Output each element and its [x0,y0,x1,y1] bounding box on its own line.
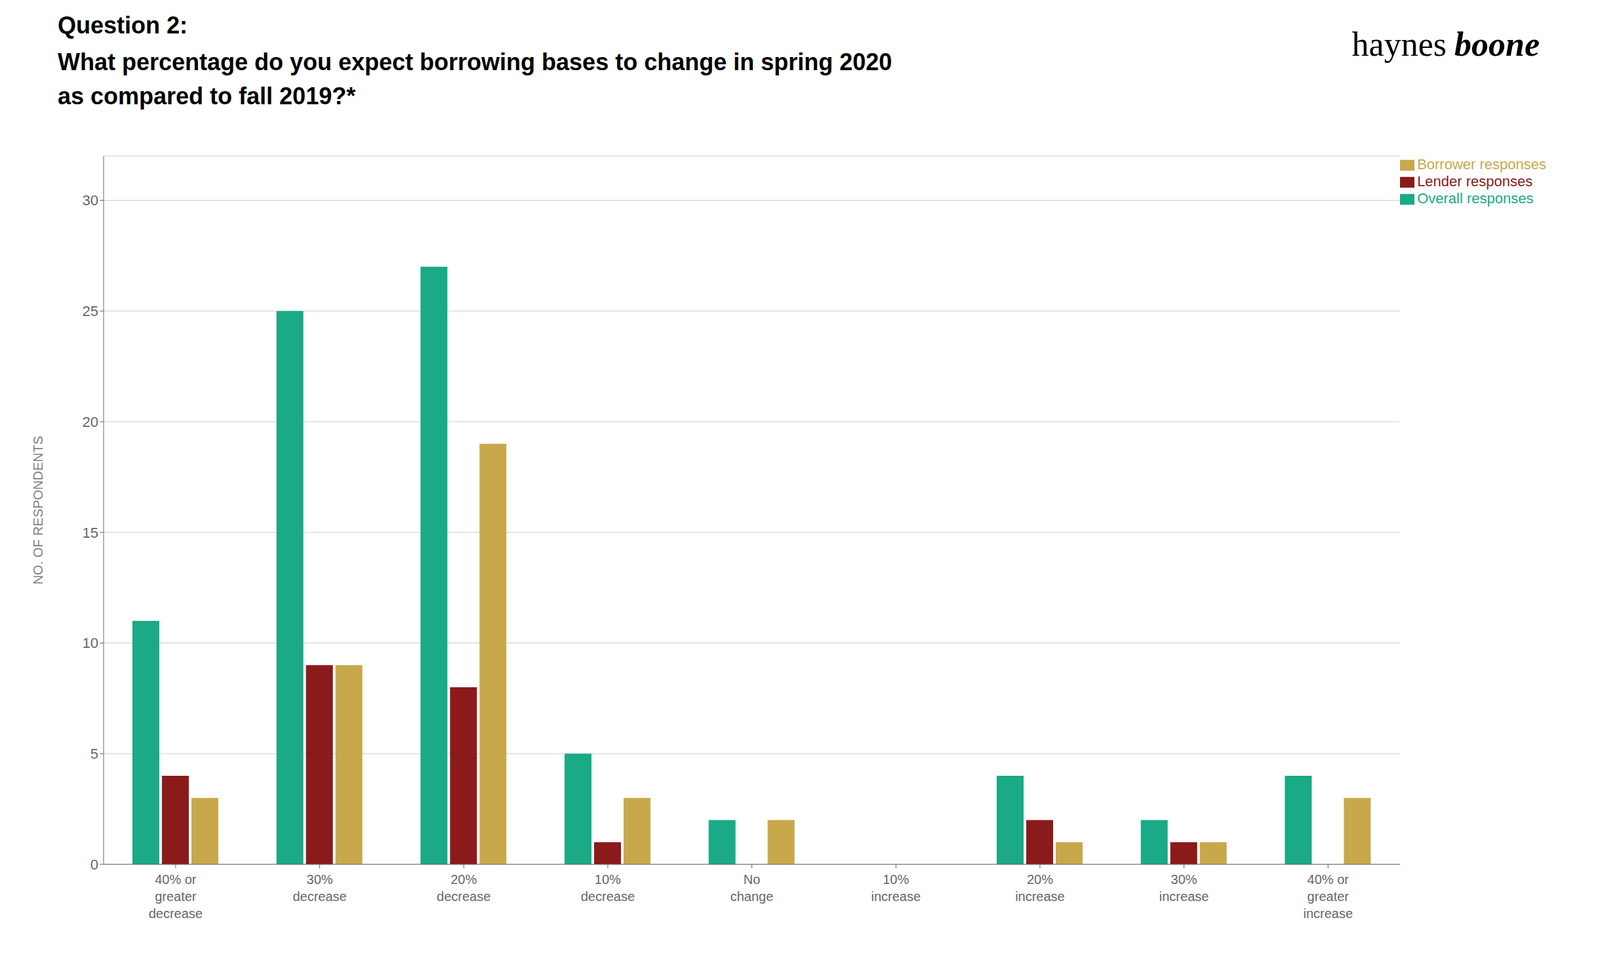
html-text:Question 2:: Question 2: [57,11,188,39]
svg-text:40% orgreaterdecrease: 40% orgreaterdecrease [148,872,203,921]
svg-text:40% orgreaterincrease: 40% orgreaterincrease [1302,872,1353,921]
html-text:What percentage do you expect: What percentage do you expect borrowing … [57,48,892,76]
svg-text:20: 20 [82,413,99,431]
svg-text:30: 30 [82,192,99,209]
html-text:haynes boone: haynes boone [1351,25,1540,63]
svg-text:10%decrease: 10%decrease [580,872,635,904]
html-text:Overall responses: Overall responses [1417,190,1534,207]
svg-text:10: 10 [82,634,99,652]
svg-text:30%decrease: 30%decrease [292,872,347,904]
svg-text:20%increase: 20%increase [1015,872,1065,904]
svg-text:0: 0 [90,856,99,873]
svg-text:15: 15 [82,524,99,541]
svg-text:NO. OF RESPONDENTS: NO. OF RESPONDENTS [30,436,46,585]
svg-text:5: 5 [90,745,99,762]
html-text:as compared to fall 2019?*: as compared to fall 2019?* [57,82,356,110]
html-text:Borrower responses: Borrower responses [1417,156,1547,173]
html-text:Lender responses: Lender responses [1417,173,1533,190]
svg-text:30%increase: 30%increase [1159,872,1210,904]
svg-text:10%increase: 10%increase [870,872,921,904]
svg-text:Nochange: Nochange [730,872,774,904]
svg-text:25: 25 [82,302,99,320]
svg-text:20%decrease: 20%decrease [436,872,491,904]
